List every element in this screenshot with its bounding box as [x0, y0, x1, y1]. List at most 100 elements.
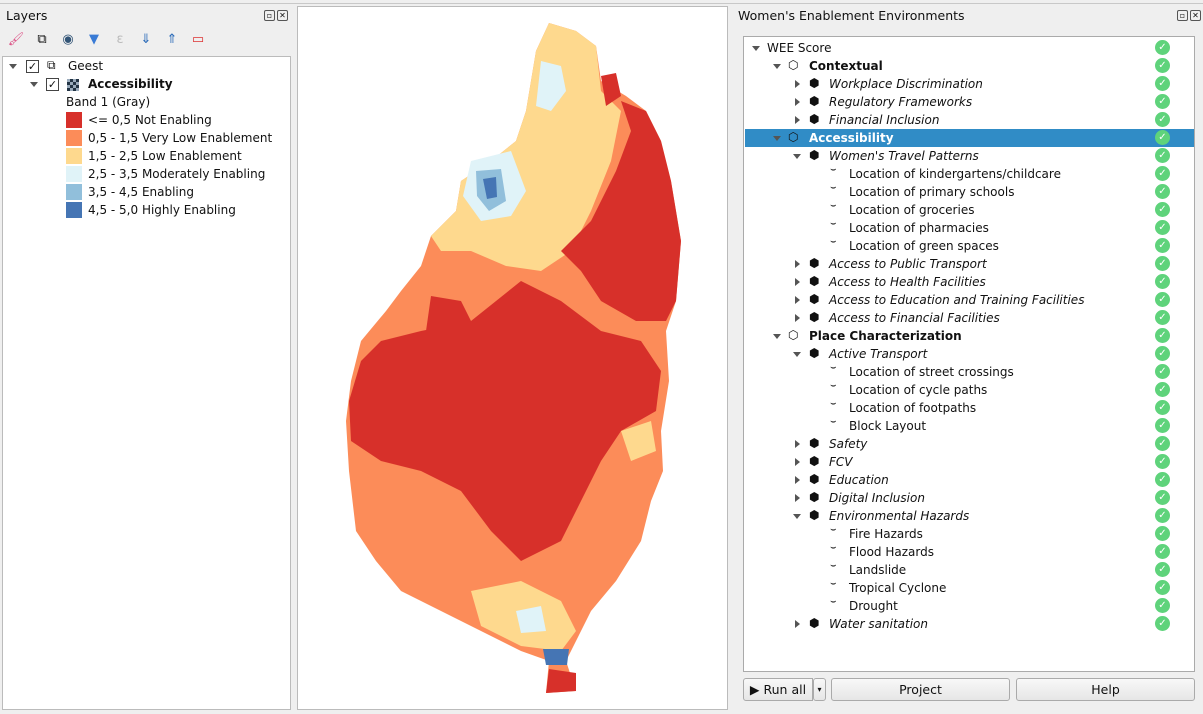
layer-name[interactable]: Accessibility [88, 77, 173, 91]
tree-item-label[interactable]: Location of street crossings [849, 365, 1014, 379]
expand-arrow-icon[interactable] [795, 80, 800, 88]
add-group-icon[interactable]: ⧉ [37, 32, 47, 47]
close-icon[interactable]: ✕ [1190, 10, 1201, 21]
indicator-icon: ⌣ [830, 596, 837, 607]
map-canvas[interactable] [297, 6, 728, 710]
factor-stack-icon: ⬢ [809, 112, 820, 126]
tree-item-label[interactable]: Tropical Cyclone [849, 581, 947, 595]
check-circle-icon: ✓ [1155, 256, 1170, 271]
factor-stack-icon: ⬢ [809, 508, 820, 522]
check-circle-icon: ✓ [1155, 382, 1170, 397]
factor-stack-icon: ⬢ [809, 292, 820, 306]
collapse-arrow-icon[interactable] [752, 46, 760, 51]
project-button[interactable]: Project [831, 678, 1010, 701]
check-circle-icon: ✓ [1155, 148, 1170, 163]
zone-moderate-south [516, 606, 546, 633]
expand-arrow-icon[interactable] [795, 476, 800, 484]
legend-label: 1,5 - 2,5 Low Enablement [88, 149, 242, 163]
collapse-arrow-icon[interactable] [793, 352, 801, 357]
expand-arrow-icon[interactable] [795, 260, 800, 268]
tree-item-label[interactable]: Location of green spaces [849, 239, 999, 253]
zone-highly-north [483, 177, 497, 199]
expand-arrow-icon[interactable] [795, 620, 800, 628]
tree-item-label[interactable]: Place Characterization [809, 329, 962, 343]
collapse-arrow-icon[interactable] [793, 514, 801, 519]
check-circle-icon: ✓ [1155, 508, 1170, 523]
tree-item-label[interactable]: WEE Score [767, 41, 832, 55]
expand-arrow-icon[interactable] [795, 440, 800, 448]
tree-item-label[interactable]: Women's Travel Patterns [829, 149, 979, 163]
tree-item-label[interactable]: Workplace Discrimination [829, 77, 983, 91]
tree-item-label[interactable]: Location of footpaths [849, 401, 977, 415]
expand-arrow-icon[interactable] [795, 116, 800, 124]
eye-icon[interactable]: ◉ [62, 32, 74, 47]
tree-item-label[interactable]: Access to Financial Facilities [829, 311, 1000, 325]
tree-item-label[interactable]: Access to Education and Training Facilit… [829, 293, 1085, 307]
expand-arrow-icon[interactable] [795, 278, 800, 286]
layer-checkbox[interactable]: ✓ [46, 78, 59, 91]
paint-brush-icon[interactable]: 🖌 [7, 32, 25, 47]
tree-item-label[interactable]: Water sanitation [829, 617, 928, 631]
indicator-icon: ⌣ [830, 416, 837, 427]
tree-item-label[interactable]: Fire Hazards [849, 527, 923, 541]
tree-item-label[interactable]: Location of primary schools [849, 185, 1015, 199]
tree-item-label[interactable]: Regulatory Frameworks [829, 95, 973, 109]
collapse-arrow-icon[interactable] [773, 136, 781, 141]
group-checkbox[interactable]: ✓ [26, 60, 39, 73]
layers-toolbar: 🖌 ⧉ ◉ ▼ ε ⇓ ⇑ ▭ [6, 30, 208, 50]
wee-tree[interactable]: WEE Score ✓ ⬡ Contextual ✓ ⬢ Workplace Discrim… [743, 36, 1195, 672]
tree-item-label[interactable]: Block Layout [849, 419, 927, 433]
tree-item-label[interactable]: Financial Inclusion [829, 113, 940, 127]
expand-all-icon[interactable]: ⇓ [140, 32, 152, 47]
tree-item-label[interactable]: Flood Hazards [849, 545, 934, 559]
tree-item-label[interactable]: Education [829, 473, 889, 487]
expand-arrow-icon[interactable] [9, 64, 17, 69]
float-icon[interactable]: ▫ [264, 10, 275, 21]
expand-arrow-icon[interactable] [795, 98, 800, 106]
tree-item-label[interactable]: Digital Inclusion [829, 491, 925, 505]
check-circle-icon: ✓ [1155, 454, 1170, 469]
tree-item-label[interactable]: Location of kindergartens/childcare [849, 167, 1061, 181]
raster-layer-icon [67, 79, 79, 91]
expand-arrow-icon[interactable] [795, 296, 800, 304]
band-label: Band 1 (Gray) [66, 95, 151, 109]
tree-item-label[interactable]: Drought [849, 599, 898, 613]
factor-stack-icon: ⬢ [809, 346, 820, 360]
layers-tree[interactable]: ✓ ⧉ Geest ✓ Accessibility Band 1 (Gray) … [2, 56, 291, 710]
run-all-button[interactable]: ▶ Run all [743, 678, 813, 701]
tree-item-label[interactable]: Location of cycle paths [849, 383, 988, 397]
float-icon[interactable]: ▫ [1177, 10, 1188, 21]
factor-stack-icon: ⬢ [809, 490, 820, 504]
tree-item-label[interactable]: Location of pharmacies [849, 221, 989, 235]
tree-item-label[interactable]: Landslide [849, 563, 907, 577]
collapse-arrow-icon[interactable] [773, 334, 781, 339]
filter-icon[interactable]: ▼ [89, 32, 99, 47]
collapse-arrow-icon[interactable] [793, 154, 801, 159]
close-icon[interactable]: ✕ [277, 10, 288, 21]
collapse-all-icon[interactable]: ⇑ [166, 32, 178, 47]
run-all-dropdown[interactable]: ▾ [813, 678, 826, 701]
expand-arrow-icon[interactable] [795, 458, 800, 466]
factor-stack-icon: ⬢ [809, 256, 820, 270]
zone-low-east [621, 421, 656, 461]
collapse-arrow-icon[interactable] [773, 64, 781, 69]
tree-item-label[interactable]: Accessibility [809, 131, 894, 145]
expand-arrow-icon[interactable] [795, 494, 800, 502]
remove-layer-icon[interactable]: ▭ [191, 32, 205, 47]
tree-item-label[interactable]: Location of groceries [849, 203, 975, 217]
tree-item-label[interactable]: FCV [829, 455, 853, 469]
selection-highlight [745, 129, 1194, 147]
check-circle-icon: ✓ [1155, 562, 1170, 577]
tree-item-label[interactable]: Access to Public Transport [829, 257, 987, 271]
help-button[interactable]: Help [1016, 678, 1195, 701]
group-name[interactable]: Geest [68, 59, 104, 73]
check-circle-icon: ✓ [1155, 58, 1170, 73]
tree-item-label[interactable]: Access to Health Facilities [829, 275, 986, 289]
expand-arrow-icon[interactable] [30, 82, 38, 87]
factor-stack-icon: ⬢ [809, 148, 820, 162]
tree-item-label[interactable]: Active Transport [829, 347, 928, 361]
tree-item-label[interactable]: Contextual [809, 59, 883, 73]
tree-item-label[interactable]: Safety [829, 437, 868, 451]
tree-item-label[interactable]: Environmental Hazards [829, 509, 970, 523]
expand-arrow-icon[interactable] [795, 314, 800, 322]
